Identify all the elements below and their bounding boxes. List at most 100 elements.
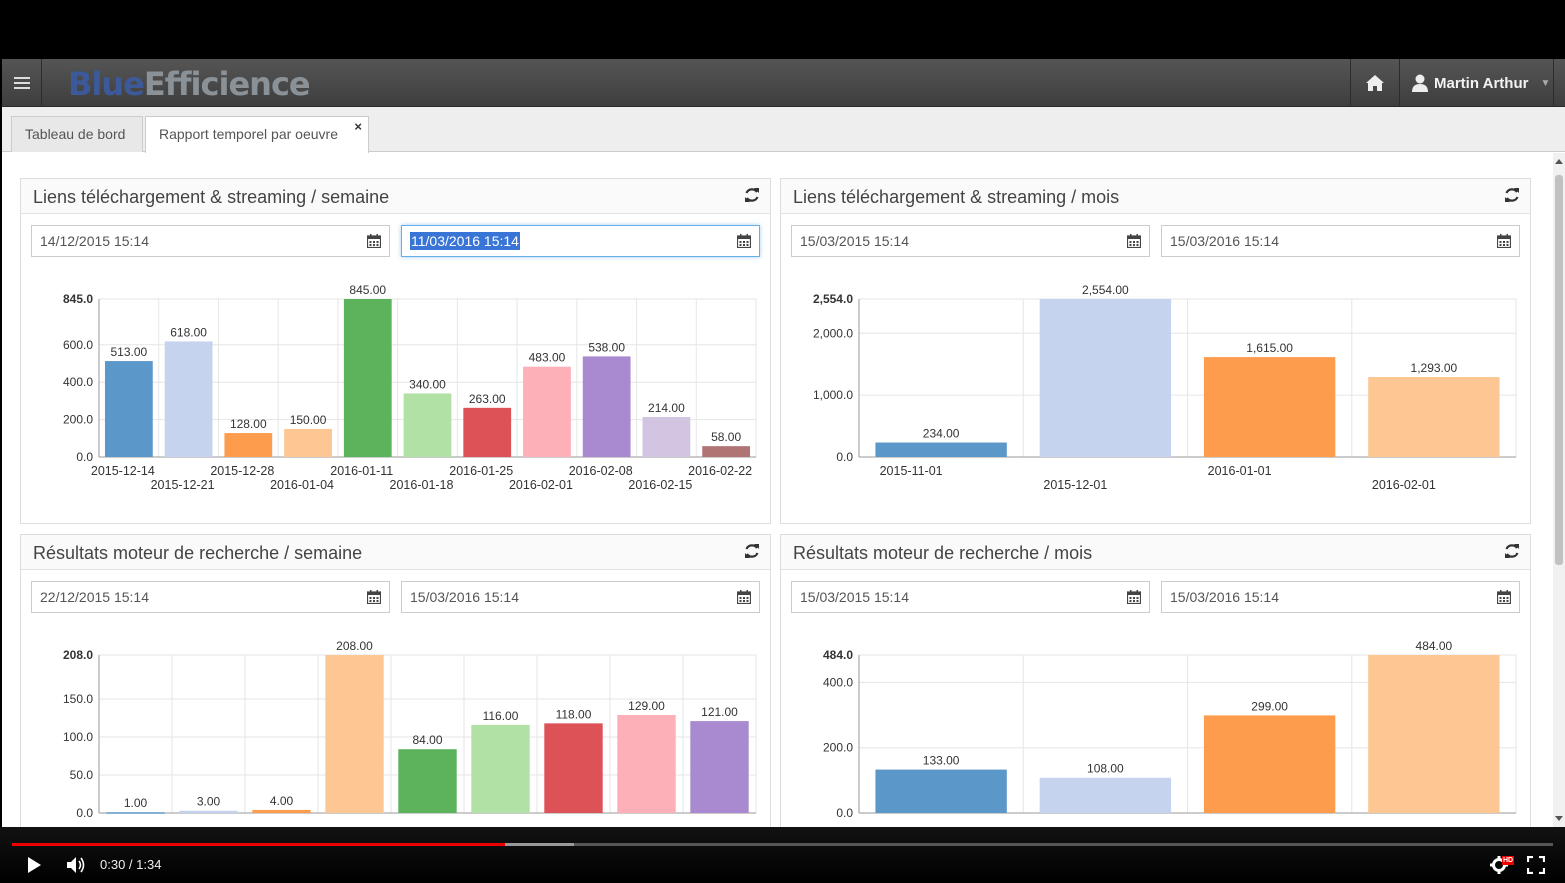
refresh-icon[interactable] bbox=[744, 543, 760, 559]
x-tick-label: 2016-01-04 bbox=[270, 478, 334, 492]
panel-search-week: Résultats moteur de recherche / semaine … bbox=[20, 534, 771, 827]
end-date-input[interactable]: 15/03/2016 15:14 bbox=[401, 581, 760, 613]
close-icon[interactable]: × bbox=[354, 119, 362, 134]
volume-icon[interactable] bbox=[66, 856, 86, 874]
scroll-down-arrow-icon[interactable] bbox=[1555, 816, 1563, 821]
tab-rapport-temporel[interactable]: Rapport temporel par oeuvre × bbox=[145, 116, 369, 153]
x-tick-label: 2016-02-08 bbox=[569, 464, 633, 478]
calendar-icon[interactable] bbox=[367, 590, 381, 604]
x-tick-label: 2016-02-22 bbox=[688, 464, 752, 478]
bar bbox=[702, 446, 751, 457]
calendar-icon[interactable] bbox=[1127, 234, 1141, 248]
data-label: 618.00 bbox=[170, 325, 207, 339]
refresh-icon[interactable] bbox=[1504, 543, 1520, 559]
start-date-input[interactable]: 22/12/2015 15:14 bbox=[31, 581, 390, 613]
x-tick-label: 2016-02-01 bbox=[509, 478, 573, 492]
end-date-input[interactable]: 11/03/2016 15:14 bbox=[401, 225, 760, 257]
data-label: 299.00 bbox=[1251, 699, 1288, 713]
home-icon bbox=[1366, 75, 1384, 91]
data-label: 234.00 bbox=[923, 427, 960, 441]
data-label: 263.00 bbox=[469, 392, 506, 406]
video-time: 0:30 / 1:34 bbox=[100, 857, 162, 872]
bar bbox=[1203, 357, 1336, 457]
start-date-input[interactable]: 14/12/2015 15:14 bbox=[31, 225, 390, 257]
data-label: 208.00 bbox=[336, 639, 373, 653]
data-label: 340.00 bbox=[409, 377, 446, 391]
panel-title-text: Liens téléchargement & streaming / semai… bbox=[33, 187, 390, 207]
scroll-up-arrow-icon[interactable] bbox=[1555, 159, 1563, 164]
home-button[interactable] bbox=[1350, 59, 1400, 107]
video-controls: 0:30 / 1:34 HD bbox=[0, 827, 1565, 883]
y-tick-label: 2,554.0 bbox=[813, 292, 853, 306]
start-date-input[interactable]: 15/03/2015 15:14 bbox=[791, 225, 1150, 257]
refresh-icon[interactable] bbox=[744, 187, 760, 203]
x-tick-label: 2015-12-01 bbox=[1043, 478, 1107, 492]
data-label: 116.00 bbox=[483, 709, 519, 723]
y-tick-label: 200.0 bbox=[823, 741, 853, 755]
refresh-icon[interactable] bbox=[1504, 187, 1520, 203]
x-tick-label: 2016-01-25 bbox=[449, 464, 513, 478]
panel-downloads-week: Liens téléchargement & streaming / semai… bbox=[20, 178, 771, 524]
end-date-value: 15/03/2016 15:14 bbox=[1170, 233, 1279, 249]
bar bbox=[179, 810, 238, 813]
panel-title: Résultats moteur de recherche / semaine bbox=[21, 535, 770, 570]
bar bbox=[471, 724, 530, 813]
data-label: 513.00 bbox=[111, 345, 148, 359]
y-tick-label: 50.0 bbox=[70, 768, 94, 782]
start-date-value: 15/03/2015 15:14 bbox=[800, 233, 909, 249]
user-icon bbox=[1412, 74, 1428, 92]
calendar-icon[interactable] bbox=[1497, 590, 1511, 604]
tab-tableau-de-bord[interactable]: Tableau de bord bbox=[11, 116, 143, 152]
start-date-input[interactable]: 15/03/2015 15:14 bbox=[791, 581, 1150, 613]
menu-toggle-button[interactable] bbox=[2, 59, 42, 107]
settings-gear-icon[interactable] bbox=[1490, 856, 1508, 874]
data-label: 133.00 bbox=[923, 754, 960, 768]
calendar-icon[interactable] bbox=[1127, 590, 1141, 604]
hd-badge: HD bbox=[1502, 856, 1515, 865]
brand-logo[interactable]: BlueEfficience bbox=[68, 64, 311, 104]
x-tick-label: 2016-01-01 bbox=[1208, 464, 1272, 478]
y-tick-label: 0.0 bbox=[836, 450, 853, 464]
page-scrollbar[interactable] bbox=[1553, 153, 1565, 827]
video-played-bar bbox=[12, 843, 506, 846]
bar bbox=[403, 393, 452, 457]
y-tick-label: 150.0 bbox=[63, 692, 93, 706]
end-date-input[interactable]: 15/03/2016 15:14 bbox=[1161, 581, 1520, 613]
end-date-input[interactable]: 15/03/2016 15:14 bbox=[1161, 225, 1520, 257]
y-tick-label: 400.0 bbox=[63, 375, 93, 389]
brand-part-efficience: Efficience bbox=[143, 65, 311, 103]
start-date-value: 15/03/2015 15:14 bbox=[800, 589, 909, 605]
calendar-icon[interactable] bbox=[737, 234, 751, 248]
bar-chart-search-week: 0.0 50.0 100.0 150.0 208.0 1.00 3.00 4.00 208.00… bbox=[63, 639, 757, 820]
bar bbox=[1368, 655, 1500, 813]
fullscreen-icon[interactable] bbox=[1527, 856, 1545, 874]
data-label: 84.00 bbox=[412, 733, 442, 747]
calendar-icon[interactable] bbox=[737, 590, 751, 604]
user-menu[interactable]: Martin Arthur ▼ bbox=[1412, 59, 1550, 107]
top-navbar: BlueEfficience Martin Arthur ▼ bbox=[2, 59, 1565, 107]
data-label: 3.00 bbox=[197, 795, 221, 809]
end-date-value: 15/03/2016 15:14 bbox=[1170, 589, 1279, 605]
bar-chart-downloads-week: 0.0 200.0 400.0 600.0 845.0 513.00 2015-12-14 6… bbox=[63, 283, 757, 492]
data-label: 1,615.00 bbox=[1246, 341, 1293, 355]
start-date-value: 22/12/2015 15:14 bbox=[40, 589, 149, 605]
bar-chart-downloads-month: 0.0 1,000.0 2,000.0 2,554.0 234.00 2015-11-01… bbox=[813, 283, 1517, 492]
scrollbar-thumb[interactable] bbox=[1555, 175, 1563, 565]
video-progress-bar[interactable] bbox=[12, 843, 1553, 846]
data-label: 4.00 bbox=[270, 794, 294, 808]
calendar-icon[interactable] bbox=[367, 234, 381, 248]
bar bbox=[1039, 299, 1172, 457]
x-tick-label: 2016-01-18 bbox=[390, 478, 454, 492]
bar bbox=[106, 812, 165, 814]
data-label: 1,293.00 bbox=[1411, 361, 1458, 375]
bar bbox=[164, 341, 213, 457]
play-icon[interactable] bbox=[26, 856, 42, 874]
bar bbox=[104, 361, 153, 457]
data-label: 484.00 bbox=[1416, 639, 1453, 653]
y-tick-label: 208.0 bbox=[63, 648, 93, 662]
calendar-icon[interactable] bbox=[1497, 234, 1511, 248]
brand-part-blue: Blue bbox=[68, 65, 145, 103]
bar bbox=[642, 416, 691, 457]
chevron-down-icon: ▼ bbox=[1540, 77, 1551, 89]
